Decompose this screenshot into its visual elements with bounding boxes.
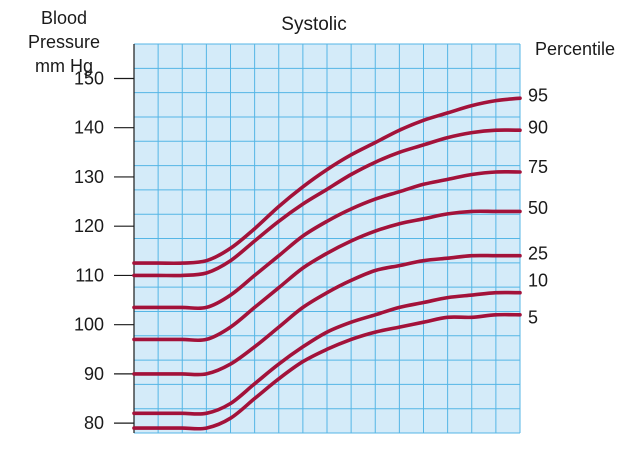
percentile-heading: Percentile bbox=[535, 39, 615, 59]
percentile-labels: 95 90 75 50 25 10 5 bbox=[528, 86, 548, 328]
percentile-curves bbox=[132, 96, 522, 431]
y-tick-label: 140 bbox=[74, 118, 104, 138]
chart-title: Systolic bbox=[281, 14, 346, 35]
percentile-label-25: 25 bbox=[528, 243, 548, 263]
y-tick-label: 120 bbox=[74, 216, 104, 236]
y-tick-label: 90 bbox=[84, 364, 104, 384]
y-tick-label: 150 bbox=[74, 68, 104, 88]
percentile-curve-75 bbox=[132, 170, 522, 311]
percentile-label-90: 90 bbox=[528, 118, 548, 138]
y-tick-label: 130 bbox=[74, 167, 104, 187]
percentile-label-95: 95 bbox=[528, 86, 548, 106]
percentile-curve-5 bbox=[132, 312, 522, 431]
y-tick-label: 110 bbox=[75, 265, 104, 285]
y-axis-ticks: 80 90 100 110 120 130 140 150 bbox=[74, 68, 134, 433]
y-axis-label-line-2: Pressure bbox=[28, 32, 100, 52]
percentile-label-5: 5 bbox=[528, 307, 538, 327]
grid-lines bbox=[133, 43, 521, 434]
percentile-curve-90 bbox=[132, 128, 522, 278]
percentile-curve-50 bbox=[132, 209, 522, 343]
percentile-curve-10 bbox=[132, 290, 522, 416]
y-tick-label: 80 bbox=[84, 413, 104, 433]
percentile-label-50: 50 bbox=[528, 198, 548, 218]
y-tick-label: 100 bbox=[74, 315, 104, 335]
percentile-label-10: 10 bbox=[528, 270, 548, 290]
percentile-curve-95 bbox=[132, 96, 522, 266]
y-axis-label-line-3: mm Hg bbox=[35, 56, 93, 76]
percentile-curve-25 bbox=[132, 253, 522, 377]
percentile-label-75: 75 bbox=[528, 157, 548, 177]
y-axis-label-line-1: Blood bbox=[41, 8, 87, 28]
